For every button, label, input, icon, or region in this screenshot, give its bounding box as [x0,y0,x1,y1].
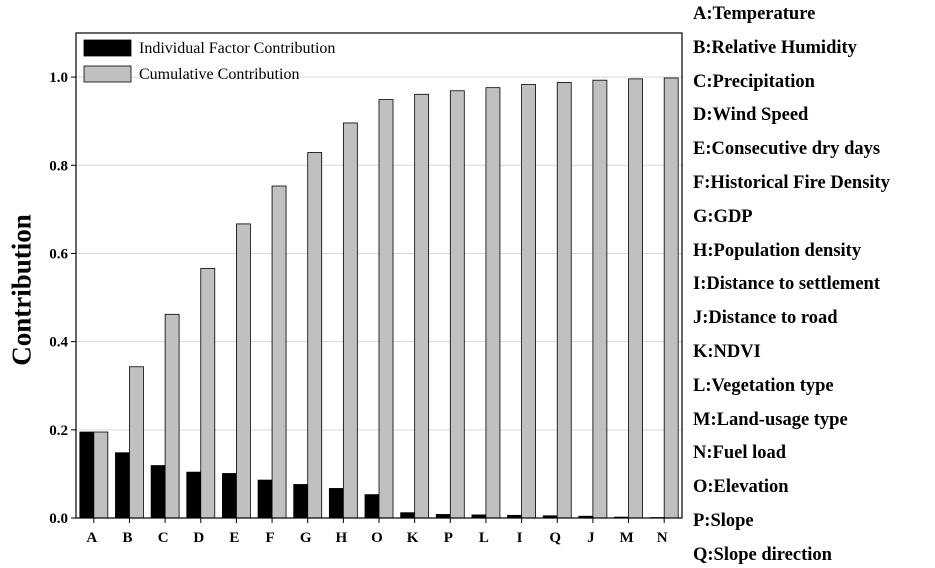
bars-group [79,77,679,519]
legend-label-individual: Individual Factor Contribution [139,40,335,57]
bar-individual-C [150,465,166,519]
key-item: A:Temperature [693,4,816,24]
bar-cumulative-A [93,431,109,519]
x-tick-label: F [265,530,274,546]
x-tick-label: J [587,530,595,546]
bar-individual-O [364,494,380,519]
key-item: L:Vegetation type [693,375,834,396]
bar-individual-B [115,452,130,519]
x-tick-label: K [407,530,419,546]
x-tick-label: P [444,530,453,546]
bar-individual-G [293,484,309,519]
y-tick-label: 0.2 [49,423,68,439]
x-tick-label: A [86,530,97,546]
y-axis: 0.0 0.2 0.4 0.6 0.8 1.0 [49,70,76,527]
key-item: Q:Slope direction [693,544,832,565]
legend-swatch-cumulative [83,65,132,83]
key-item: I:Distance to settlement [693,274,880,295]
x-tick-label: H [336,530,348,546]
bar-cumulative-O [378,99,394,519]
bar-cumulative-K [414,93,430,519]
bar-cumulative-L [485,87,501,519]
y-tick-label: 0.8 [49,158,68,174]
x-tick-label: I [517,530,523,546]
y-tick-label: 0.6 [49,246,68,262]
x-tick-label: Q [549,530,561,546]
bar-individual-H [328,488,344,519]
bar-individual-F [257,479,273,519]
bar-individual-E [222,473,237,519]
bar-individual-A [79,431,95,519]
bar-cumulative-Q [556,81,572,519]
bar-individual-K [400,512,416,519]
key-item: D:Wind Speed [693,105,809,126]
bar-cumulative-B [129,366,144,519]
x-tick-label: O [371,530,383,546]
bar-individual-D [186,471,202,519]
key-item: J:Distance to road [693,308,838,329]
bar-cumulative-M [628,78,643,519]
bar-cumulative-C [164,313,180,519]
bar-cumulative-H [342,122,358,519]
bar-cumulative-F [271,185,287,519]
bar-cumulative-P [449,90,465,519]
x-tick-label: B [122,530,132,546]
y-tick-label: 0.4 [49,335,68,351]
x-tick-label: L [479,530,489,546]
key-item: N:Fuel load [693,443,787,464]
bar-cumulative-E [236,223,251,519]
key-item: P:Slope [693,511,754,531]
x-tick-label: G [300,530,312,546]
key-item: H:Population density [693,240,862,261]
x-tick-label: E [229,530,239,546]
key-item: M:Land-usage type [693,409,848,430]
key-item: O:Elevation [693,477,789,498]
key-item: C:Precipitation [693,71,815,92]
y-tick-label: 0.0 [49,511,68,527]
bar-cumulative-D [200,268,216,519]
x-tick-label: C [158,530,169,546]
x-tick-label: D [193,530,204,546]
bar-cumulative-N [663,77,679,519]
y-tick-label: 1.0 [49,70,68,86]
key-item: K:NDVI [693,342,761,362]
key-item: B:Relative Humidity [693,37,857,58]
bar-cumulative-J [592,79,608,519]
legend-label-cumulative: Cumulative Contribution [139,66,299,83]
bar-cumulative-I [521,84,536,519]
key-item: F:Historical Fire Density [693,173,890,193]
x-tick-label: N [657,530,668,546]
y-axis-label: Contribution [6,214,37,366]
key-item: E:Consecutive dry days [693,139,881,160]
legend-swatch-individual [83,39,132,57]
bar-cumulative-G [307,152,323,519]
legend: Individual Factor Contribution Cumulative… [83,39,335,83]
x-tick-label: M [619,530,633,546]
key-item: G:GDP [693,206,753,227]
